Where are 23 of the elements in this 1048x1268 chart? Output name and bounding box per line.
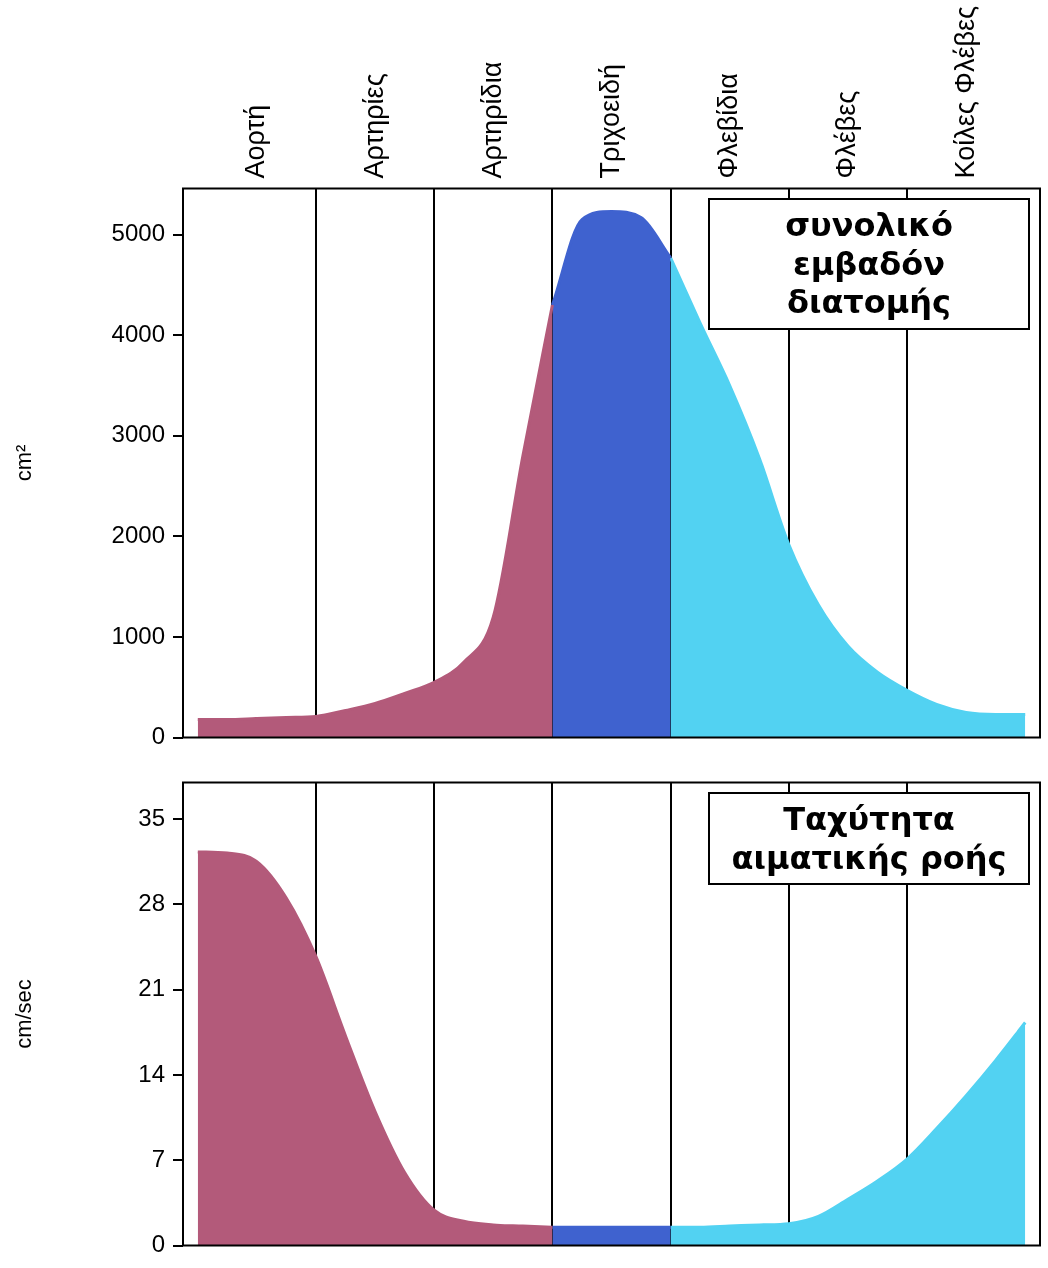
y-tick-label: 2000 [111,521,165,549]
x-tick-label: Αορτή [240,104,271,179]
y-tick-label: 21 [138,974,165,1002]
y-axis-title: cm/sec [11,979,37,1049]
title-box: συνολικό εμβαδόν διατομής [708,198,1030,330]
y-tick-label: 3000 [111,420,165,448]
y-tick-label: 5000 [111,219,165,247]
y-tick-label: 7 [151,1144,165,1172]
y-tick-label: 0 [151,722,165,750]
x-tick-label: Αρτηρίδια [476,61,507,179]
x-tick-label: Φλέβες [831,90,862,179]
y-tick-label: 35 [138,803,165,831]
title-box: Ταχύτητα αιματικής ροής [708,792,1030,886]
x-tick-label: Φλεβίδια [713,73,744,179]
y-tick-label: 4000 [111,319,165,347]
x-tick-label: Κοίλες Φλέβες [949,6,980,179]
x-tick-label: Τριχοειδή [594,64,625,179]
y-tick-label: 1000 [111,621,165,649]
y-axis-title: cm² [11,444,37,482]
y-tick-label: 0 [151,1230,165,1258]
y-tick-label: 14 [138,1059,165,1087]
x-tick-label: Αρτηρίες [358,73,389,179]
y-tick-label: 28 [138,888,165,916]
